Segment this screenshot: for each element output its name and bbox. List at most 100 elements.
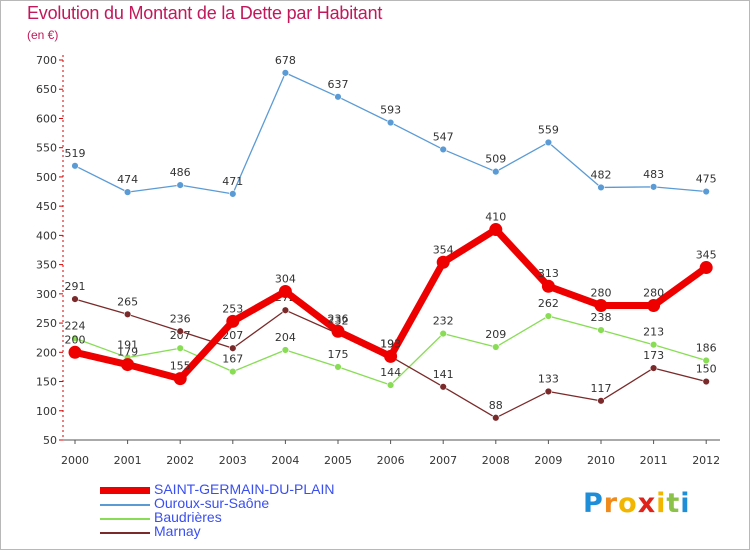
data-point	[492, 414, 500, 422]
data-point	[71, 295, 79, 303]
chart-unit: (en €)	[27, 28, 59, 42]
data-label: 475	[696, 173, 717, 186]
x-tick-label: 2001	[114, 454, 142, 467]
data-label: 262	[538, 297, 559, 310]
data-point	[541, 279, 555, 293]
x-tick-label: 2006	[377, 454, 405, 467]
data-label: 253	[222, 302, 243, 315]
data-point	[699, 261, 713, 275]
data-label: 313	[538, 267, 559, 280]
data-label: 678	[275, 54, 296, 67]
data-point	[649, 183, 658, 191]
data-label: 304	[275, 273, 296, 286]
data-point	[229, 367, 237, 376]
data-point	[121, 358, 135, 372]
data-point	[334, 93, 342, 101]
y-tick-label: 100	[36, 405, 57, 418]
data-label: 238	[591, 311, 612, 324]
data-point	[594, 299, 608, 313]
legend-label: Baudrières	[154, 509, 222, 525]
data-point	[278, 285, 292, 299]
data-label: 144	[380, 366, 401, 379]
data-point	[544, 387, 553, 396]
data-point	[702, 187, 710, 196]
legend-item: Ouroux-sur-Saône	[100, 495, 430, 512]
x-tick-label: 2008	[482, 454, 510, 467]
legend-label: Marnay	[154, 523, 201, 539]
x-tick-label: 2012	[692, 454, 720, 467]
data-label: 483	[643, 168, 664, 181]
data-label: 236	[170, 312, 191, 325]
x-tick-label: 2005	[324, 454, 352, 467]
data-label: 265	[117, 295, 138, 308]
data-label: 482	[591, 168, 612, 181]
data-point	[71, 162, 79, 170]
data-label: 547	[433, 130, 454, 143]
x-tick-label: 2002	[166, 454, 194, 467]
data-point	[544, 138, 553, 147]
y-tick-label: 700	[36, 54, 57, 67]
data-label: 593	[380, 104, 401, 117]
data-point	[229, 344, 237, 352]
legend-item: SAINT-GERMAIN-DU-PLAIN	[100, 481, 430, 498]
x-tick-label: 2009	[534, 454, 562, 467]
data-point	[176, 181, 184, 189]
data-point	[331, 324, 345, 338]
x-tick-label: 2004	[271, 454, 299, 467]
data-point	[173, 372, 187, 386]
data-label: 354	[433, 243, 454, 256]
data-label: 133	[538, 372, 559, 385]
data-point	[176, 327, 184, 335]
data-label: 559	[538, 123, 559, 136]
x-tick-label: 2007	[429, 454, 457, 467]
data-point	[176, 344, 184, 352]
data-label: 213	[643, 326, 664, 339]
data-point	[647, 299, 661, 313]
x-tick-label: 2003	[219, 454, 247, 467]
data-label: 173	[643, 349, 664, 362]
data-label: 471	[222, 175, 243, 188]
data-point	[71, 334, 79, 342]
y-tick-label: 300	[36, 288, 57, 301]
data-point	[386, 118, 395, 127]
legend-item: Marnay	[100, 523, 430, 540]
data-label: 179	[117, 346, 138, 359]
x-tick-label: 2011	[640, 454, 668, 467]
data-label: 291	[65, 280, 86, 293]
legend-label: Ouroux-sur-Saône	[154, 495, 270, 511]
data-label: 637	[328, 78, 349, 91]
data-point	[439, 383, 447, 391]
y-tick-label: 550	[36, 142, 57, 155]
data-point	[68, 345, 82, 359]
data-label: 193	[380, 337, 401, 350]
data-label: 207	[222, 329, 243, 342]
data-label: 175	[328, 348, 349, 361]
legend-item: Baudrières	[100, 509, 430, 526]
legend-swatch	[100, 518, 150, 520]
y-tick-label: 350	[36, 259, 57, 272]
y-tick-label: 150	[36, 376, 57, 389]
data-label: 280	[591, 287, 612, 300]
data-point	[436, 255, 450, 269]
chart-title: Evolution du Montant de la Dette par Hab…	[27, 3, 383, 23]
data-point	[334, 363, 342, 371]
data-label: 186	[696, 341, 717, 354]
data-label: 345	[696, 249, 717, 262]
data-point	[492, 167, 500, 176]
data-point	[597, 183, 605, 192]
y-tick-label: 650	[36, 83, 57, 96]
legend-swatch	[100, 504, 150, 506]
data-label: 236	[328, 312, 349, 325]
data-point	[702, 377, 710, 386]
data-point	[649, 364, 658, 372]
proxiti-logo: Proxiti	[583, 488, 691, 519]
data-label: 209	[485, 328, 506, 341]
y-tick-label: 500	[36, 171, 57, 184]
data-point	[229, 190, 237, 198]
data-point	[439, 329, 447, 338]
data-point	[489, 223, 503, 237]
data-label: 410	[485, 211, 506, 224]
y-tick-label: 200	[36, 346, 57, 359]
y-tick-label: 400	[36, 229, 57, 242]
